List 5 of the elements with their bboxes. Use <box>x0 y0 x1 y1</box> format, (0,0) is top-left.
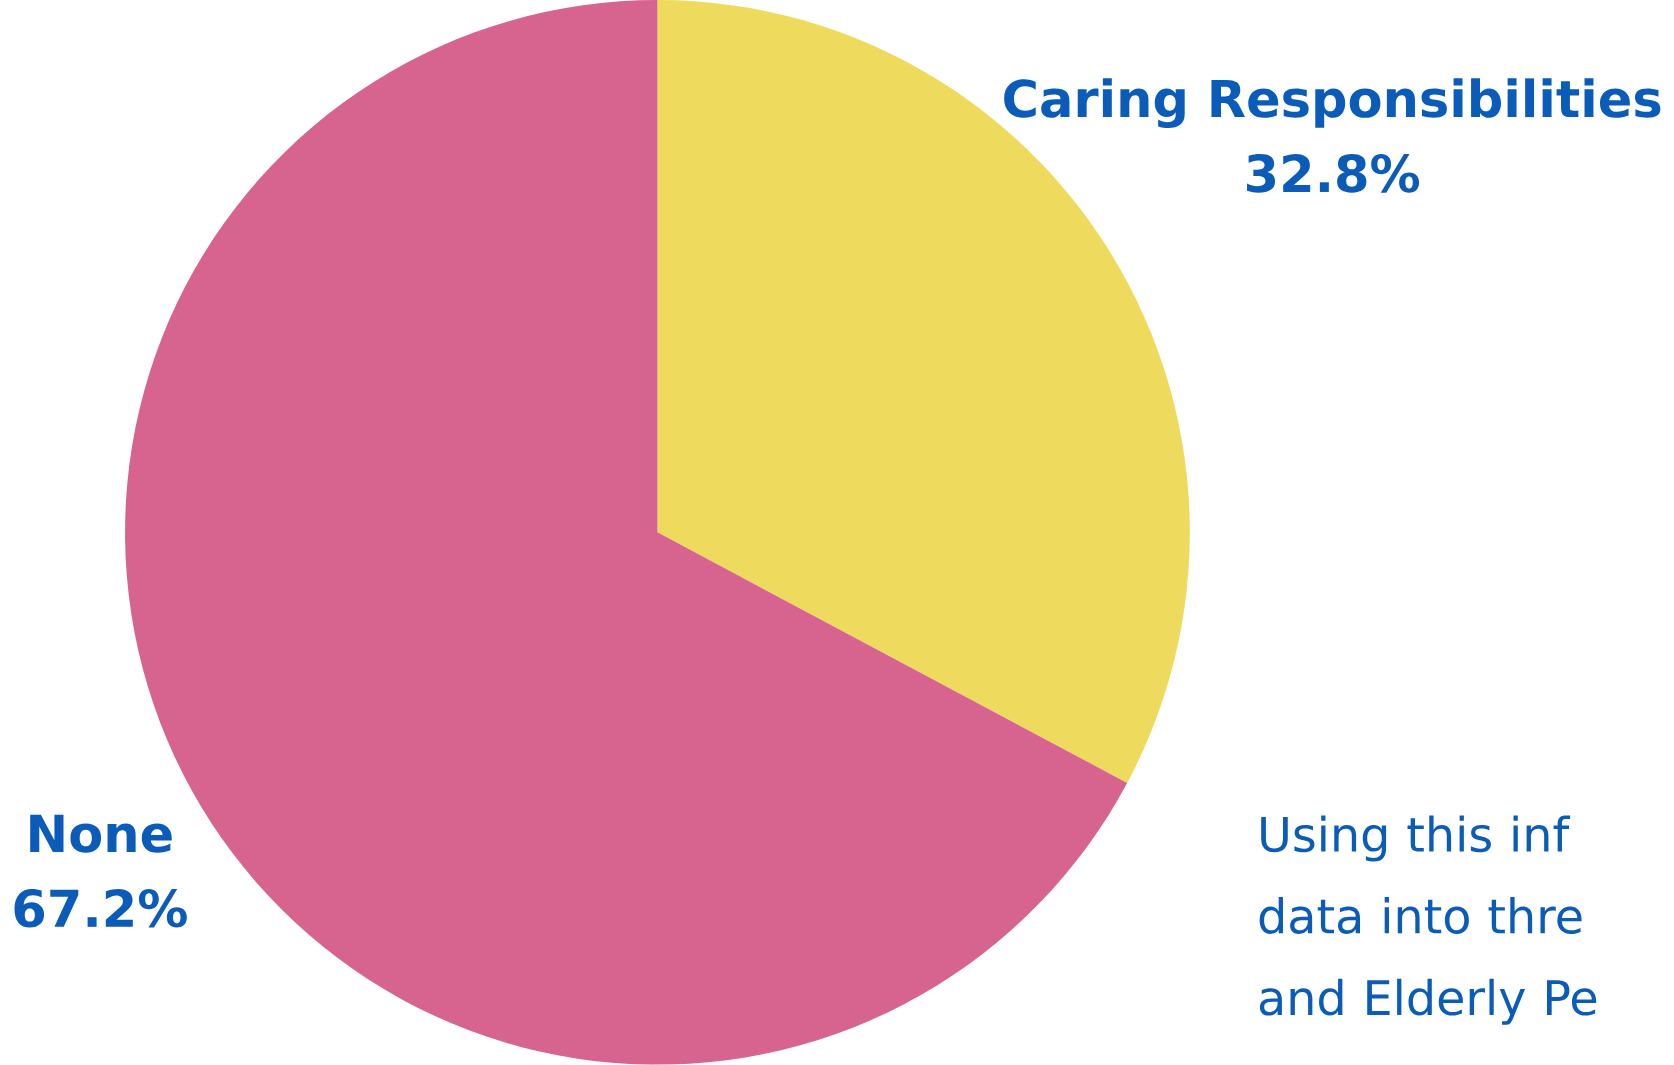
text: Using this inf data into thre and Elderly Pe <box>1259 815 1597 1025</box>
slice-label: None <box>30 814 172 853</box>
data-label: 67.2% <box>14 889 187 928</box>
slice-label: Caring Responsibilities <box>1004 78 1661 129</box>
data-label: 32.8% <box>1247 154 1420 193</box>
